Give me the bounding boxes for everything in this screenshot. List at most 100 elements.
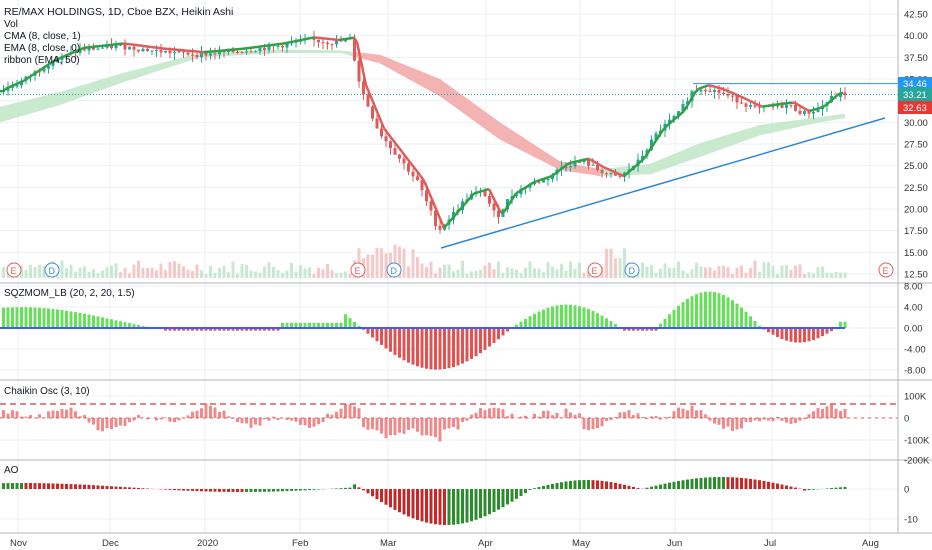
chaikin-bar	[398, 418, 401, 433]
ema-line-segment	[685, 100, 692, 107]
ao-bar	[614, 482, 617, 489]
squeeze-bar	[650, 328, 653, 331]
chaikin-title[interactable]: Chaikin Osc (3, 10)	[4, 386, 90, 397]
ribbon-segment	[320, 50, 325, 53]
volume-bar	[222, 265, 226, 278]
chaikin-bar	[276, 418, 280, 421]
ao-bar	[47, 483, 50, 489]
ribbon-segment	[585, 166, 590, 175]
ribbon-segment	[10, 103, 15, 120]
chaikin-bar	[510, 413, 514, 418]
squeeze-bar	[569, 304, 572, 328]
ema-line-segment	[515, 190, 520, 195]
volume-bar	[263, 266, 266, 278]
volume-bar	[20, 265, 23, 278]
ribbon-segment	[790, 120, 795, 129]
ribbon-segment	[415, 68, 420, 86]
ema-line-segment	[629, 167, 634, 172]
volume-bar	[614, 258, 617, 278]
event-earnings-1[interactable]: E	[6, 262, 22, 278]
ao-bar	[726, 477, 730, 489]
chaikin-bar	[240, 418, 244, 424]
squeeze-bar	[258, 328, 262, 331]
squeeze-bar	[641, 328, 644, 331]
ao-title[interactable]: AO	[4, 465, 19, 476]
candle-body	[47, 65, 50, 69]
candle-body	[771, 106, 775, 108]
ao-bar	[429, 489, 433, 524]
ao-bar	[51, 483, 55, 489]
volume-bar	[2, 267, 5, 278]
ribbon-segment	[835, 114, 840, 120]
chaikin-bar	[767, 418, 770, 421]
chaikin-bar	[830, 403, 833, 418]
squeeze-bar	[402, 328, 406, 361]
squeeze-bar	[438, 328, 442, 370]
ao-bar	[569, 480, 572, 489]
ao-bar	[164, 489, 167, 490]
squeeze-bar	[713, 292, 716, 328]
chaikin-bar	[2, 410, 5, 418]
svg-text:D: D	[391, 266, 398, 276]
ao-bar	[42, 483, 46, 489]
event-dividend-2[interactable]: D	[386, 262, 402, 278]
chaikin-bar	[789, 418, 793, 424]
event-dividend-1[interactable]: D	[44, 262, 60, 278]
ribbon-segment	[125, 71, 130, 82]
event-earnings-3[interactable]: E	[587, 262, 603, 278]
chaikin-bar	[74, 411, 77, 418]
ema-line-segment	[293, 39, 298, 43]
ao-bar	[87, 484, 91, 489]
volume-bar	[159, 263, 163, 278]
candle-body	[803, 111, 806, 114]
ribbon-segment	[85, 82, 90, 96]
chaikin-bar	[87, 418, 91, 423]
ribbon-segment	[230, 51, 235, 56]
legend-ema[interactable]: EMA (8, close, 0)	[4, 43, 80, 54]
ao-bar	[533, 488, 536, 489]
ao-bar	[213, 489, 217, 492]
legend-vol[interactable]: Vol	[4, 19, 18, 30]
squeeze-bar	[614, 324, 617, 328]
ribbon-segment	[500, 122, 505, 143]
chart-title: RE/MAX HOLDINGS, 1D, Cboe BZX, Heikin As…	[4, 6, 233, 18]
volume-bar	[578, 262, 581, 278]
ema-line-segment	[614, 171, 619, 175]
squeeze-bar	[267, 328, 271, 331]
legend-cma[interactable]: CMA (8, close, 1)	[4, 31, 81, 42]
volume-bar	[672, 267, 676, 278]
squeeze-title[interactable]: SQZMOM_LB (20, 2, 20, 1.5)	[4, 288, 135, 299]
event-earnings-4[interactable]: E	[878, 262, 894, 278]
legend-ribbon[interactable]: ribbon (EMA, 50)	[4, 55, 80, 66]
event-dividend-3[interactable]: D	[624, 262, 640, 278]
event-earnings-2[interactable]: E	[350, 262, 366, 278]
ribbon-segment	[765, 123, 770, 135]
ema-line-segment	[23, 77, 28, 82]
candle-body	[789, 104, 793, 106]
volume-bar	[173, 261, 176, 278]
ao-bar	[461, 489, 464, 524]
ema-line-segment	[502, 206, 509, 213]
chaikin-bar	[650, 416, 653, 418]
chaikin-bar	[173, 418, 176, 423]
ema-line-segment	[392, 139, 397, 145]
chaikin-bar	[591, 418, 595, 430]
squeeze-bar	[636, 328, 640, 331]
squeeze-bar	[335, 322, 338, 328]
volume-bar	[798, 264, 802, 278]
squeeze-bar	[69, 311, 73, 328]
chaikin-bar	[353, 406, 356, 418]
ribbon-segment	[725, 134, 730, 148]
chaikin-bar	[803, 418, 806, 420]
candle-body	[204, 52, 208, 56]
chaikin-bar	[677, 407, 680, 418]
volume-bar	[83, 266, 86, 278]
candle-body	[717, 89, 721, 93]
squeeze-bar	[128, 323, 131, 328]
ema-line-segment	[833, 94, 838, 100]
ao-bar	[335, 488, 338, 489]
ribbon-segment	[795, 119, 800, 128]
ema-line-segment	[355, 41, 362, 57]
candle-body	[209, 53, 212, 56]
volume-bar	[704, 267, 707, 278]
